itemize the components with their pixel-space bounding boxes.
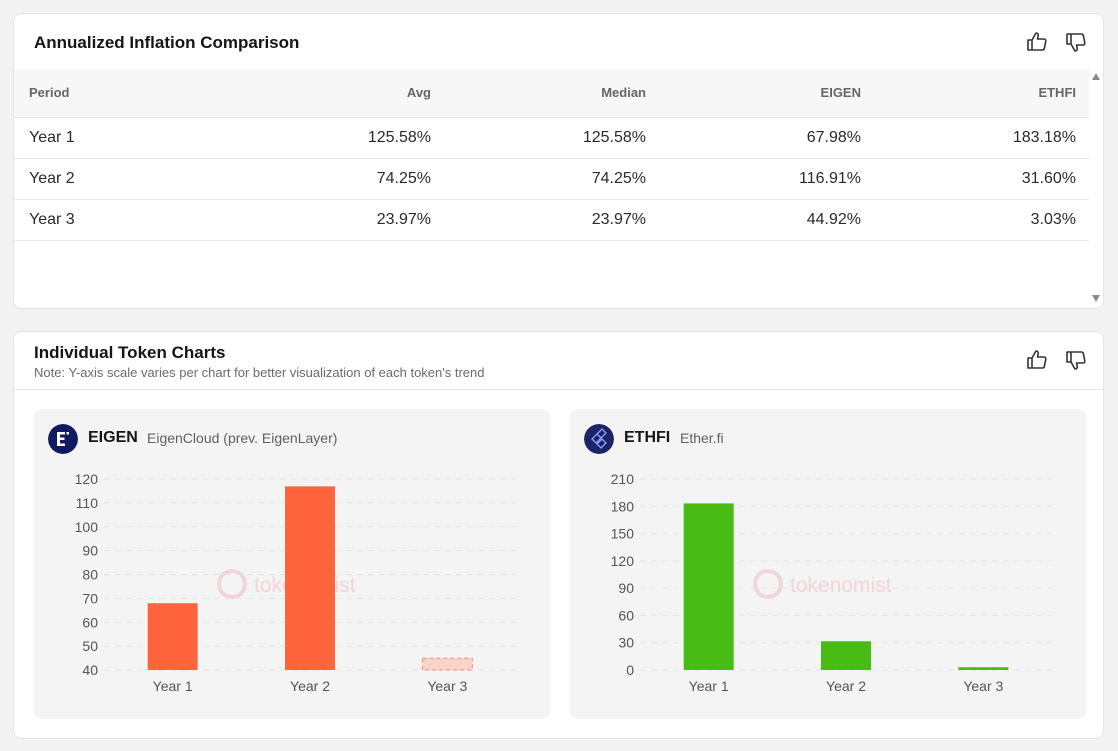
cell-median: 23.97% [444,199,659,241]
thumbs-up-icon[interactable] [1025,348,1049,372]
token-symbol: ETHFI [624,429,671,446]
x-tick-label: Year 1 [153,678,193,694]
table-row: Year 3 23.97% 23.97% 44.92% 3.03% [14,199,1089,241]
cell-eigen: 116.91% [659,158,874,200]
y-tick-label: 90 [82,543,98,559]
y-tick-label: 60 [82,614,98,630]
bar[interactable] [421,657,473,671]
y-tick-label: 120 [611,553,635,569]
table-row: Year 2 74.25% 74.25% 116.91% 31.60% [14,158,1089,200]
y-tick-label: 100 [75,519,99,535]
cell-ethfi: 183.18% [874,117,1089,159]
cell-ethfi: 31.60% [874,158,1089,200]
cell-period: Year 1 [14,117,229,159]
header-divider [14,389,1103,390]
y-tick-label: 40 [82,662,98,678]
cell-median: 74.25% [444,158,659,200]
y-tick-label: 60 [618,607,634,623]
y-tick-label: 50 [82,638,98,654]
bar[interactable] [958,667,1009,670]
cell-median: 125.58% [444,117,659,159]
card-note: Note: Y-axis scale varies per chart for … [34,365,485,380]
x-tick-label: Year 3 [427,678,467,694]
cell-period: Year 2 [14,158,229,200]
cell-eigen: 67.98% [659,117,874,159]
eigen-chart-panel: EIGEN EigenCloud (prev. EigenLayer) toke… [34,409,550,719]
ethfi-logo-icon [584,424,614,454]
x-tick-label: Year 3 [963,678,1003,694]
column-header-avg[interactable]: Avg [229,69,444,118]
y-tick-label: 80 [82,567,98,583]
inflation-comparison-card: Annualized Inflation Comparison Period A… [13,13,1104,309]
cell-ethfi: 3.03% [874,199,1089,241]
comparison-table: Period Avg Median EIGEN ETHFI Year 1 125… [14,69,1089,241]
bar[interactable] [683,503,734,670]
cell-period: Year 3 [14,199,229,241]
x-tick-label: Year 1 [689,678,729,694]
cell-avg: 74.25% [229,158,444,200]
individual-token-charts-card: Individual Token Charts Note: Y-axis sca… [13,331,1104,739]
watermark-logo-icon [753,569,783,599]
cell-eigen: 44.92% [659,199,874,241]
card-title: Individual Token Charts [34,343,226,362]
table-header-row: Period Avg Median EIGEN ETHFI [14,69,1089,118]
bar[interactable] [285,486,335,670]
bar[interactable] [821,641,871,670]
scroll-up-arrow[interactable] [1092,73,1100,80]
card-title: Annualized Inflation Comparison [34,33,300,52]
cell-avg: 23.97% [229,199,444,241]
y-tick-label: 210 [611,471,635,487]
y-tick-label: 110 [76,495,99,511]
y-tick-label: 30 [618,635,634,651]
thumbs-up-icon[interactable] [1025,30,1049,54]
token-symbol: EIGEN [88,429,138,446]
cell-avg: 125.58% [229,117,444,159]
thumbs-down-icon[interactable] [1064,30,1088,54]
ethfi-bar-chart: tokenomist 0 30 60 90 120 150 180 210 Year 1 Year … [611,471,1052,694]
table-row: Year 1 125.58% 125.58% 67.98% 183.18% [14,117,1089,159]
eigen-logo-icon [48,424,78,454]
watermark: tokenomist [753,569,892,599]
y-tick-label: 0 [626,662,634,678]
watermark-text: tokenomist [790,574,892,597]
watermark-logo-icon [217,569,247,599]
scroll-down-arrow[interactable] [1092,295,1100,302]
eigen-bar-chart: tokenomist405060708090100110120Year 1Yea… [75,471,516,694]
y-tick-label: 180 [611,498,635,514]
bar[interactable] [147,603,198,670]
project-name: EigenCloud (prev. EigenLayer) [147,430,338,446]
x-tick-label: Year 2 [290,678,330,694]
ethfi-chart-panel: ETHFI Ether.fi tokenomist 0 30 60 90 120 150 18… [570,409,1086,719]
y-tick-label: 70 [82,590,98,606]
thumbs-down-icon[interactable] [1064,348,1088,372]
column-header-eigen[interactable]: EIGEN [659,69,874,118]
x-tick-label: Year 2 [826,678,866,694]
y-tick-label: 120 [75,471,99,487]
y-tick-label: 90 [618,580,634,596]
column-header-median[interactable]: Median [444,69,659,118]
project-name: Ether.fi [680,430,724,446]
column-header-ethfi[interactable]: ETHFI [874,69,1089,118]
column-header-period[interactable]: Period [14,69,229,118]
y-tick-label: 150 [611,526,635,542]
